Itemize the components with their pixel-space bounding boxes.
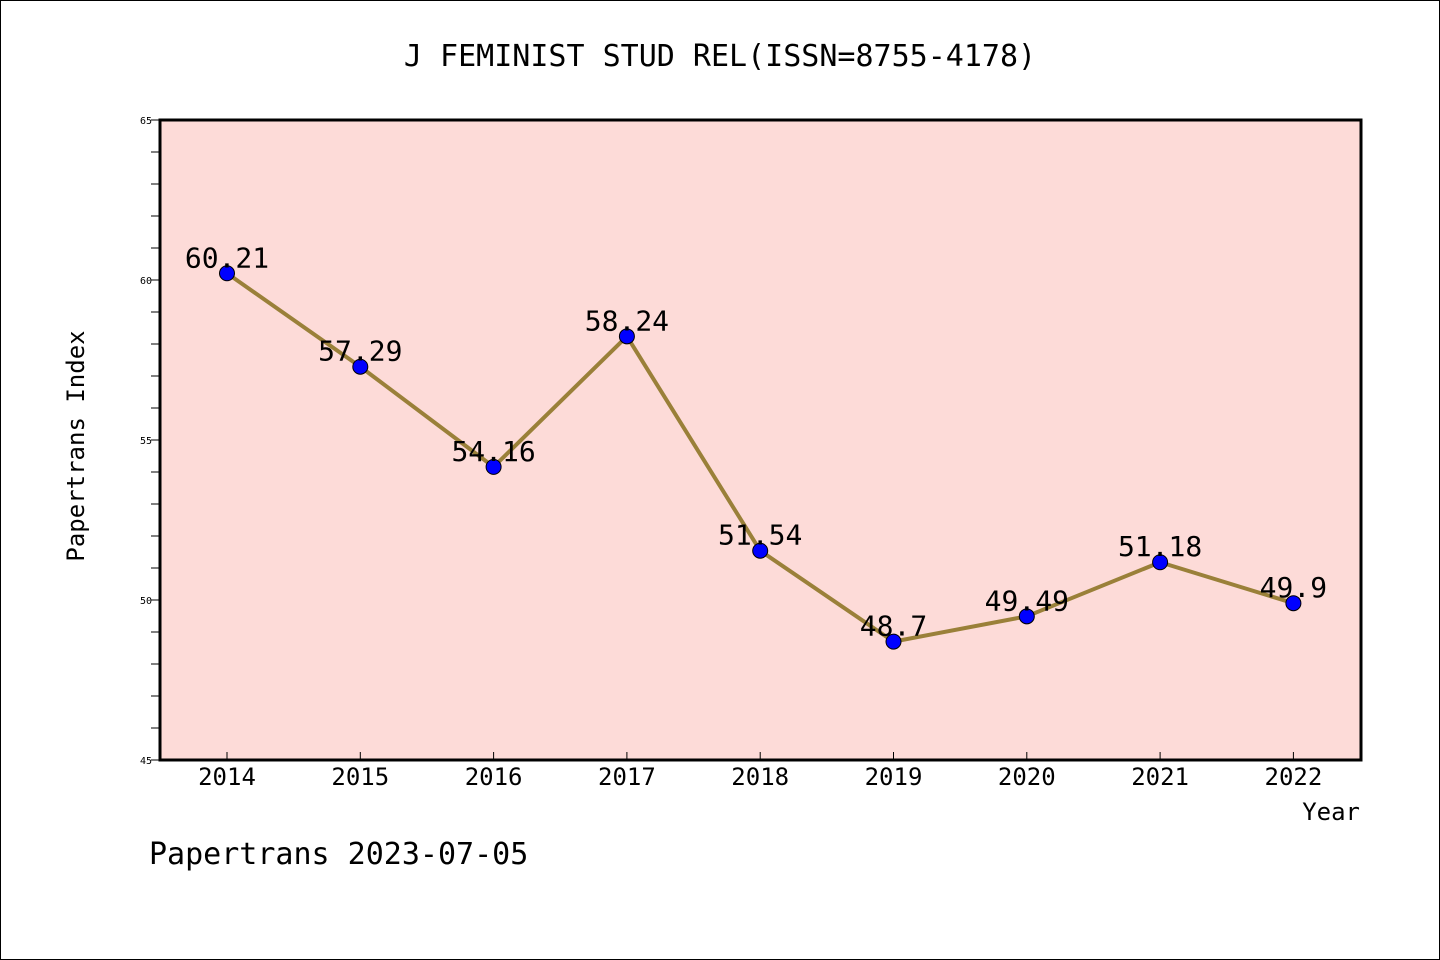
x-tick-label: 2019 [865, 763, 923, 791]
x-axis-label: Year [1302, 798, 1360, 826]
y-tick-label: 55 [140, 436, 152, 447]
footer-text: Papertrans 2023-07-05 [149, 837, 528, 872]
x-tick-label: 2016 [465, 763, 523, 791]
y-axis-ticks: 45 50 55 60 65 [140, 116, 160, 767]
plot-area [158, 118, 1363, 762]
data-point-2019 [885, 633, 902, 650]
data-point-2016 [485, 458, 502, 475]
x-tick-label: 2017 [598, 763, 656, 791]
y-tick-label: 60 [140, 276, 152, 287]
data-point-2018 [752, 542, 769, 559]
data-label-2021: 51.18 [1118, 530, 1202, 563]
data-labels: 60.21 57.29 54.16 58.24 51.54 48.7 49.49 51.18 4… [185, 241, 1327, 642]
x-tick-label: 2018 [731, 763, 789, 791]
data-label-2017: 58.24 [585, 304, 669, 337]
y-tick-label: 45 [140, 756, 152, 767]
x-tick-label: 2022 [1265, 763, 1323, 791]
data-point-2022 [1285, 595, 1302, 612]
data-point-2015 [352, 358, 369, 375]
x-axis-ticks: 2014 2015 2016 2017 2018 2019 2020 2021 2022 [198, 752, 1322, 791]
data-markers [219, 265, 1302, 650]
data-label-2022: 49.9 [1260, 571, 1327, 604]
data-label-2018: 51.54 [718, 519, 802, 552]
x-tick-label: 2014 [198, 763, 256, 791]
x-tick-label: 2015 [331, 763, 389, 791]
data-point-2020 [1018, 608, 1035, 625]
chart-title: J FEMINIST STUD REL(ISSN=8755-4178) [404, 39, 1036, 74]
x-tick-label: 2021 [1131, 763, 1189, 791]
data-label-2016: 54.16 [451, 435, 535, 468]
x-tick-label: 2020 [998, 763, 1056, 791]
data-point-2014 [219, 265, 235, 282]
data-point-2017 [618, 328, 635, 345]
data-point-2021 [1152, 554, 1169, 571]
y-tick-label: 65 [140, 116, 152, 127]
y-tick-label: 50 [140, 596, 152, 607]
data-label-2015: 57.29 [318, 335, 402, 368]
data-label-2020: 49.49 [985, 584, 1069, 617]
y-axis-label: Papertrans Index [62, 330, 90, 561]
data-label-2014: 60.21 [185, 241, 269, 274]
data-label-2019: 48.7 [860, 610, 927, 643]
